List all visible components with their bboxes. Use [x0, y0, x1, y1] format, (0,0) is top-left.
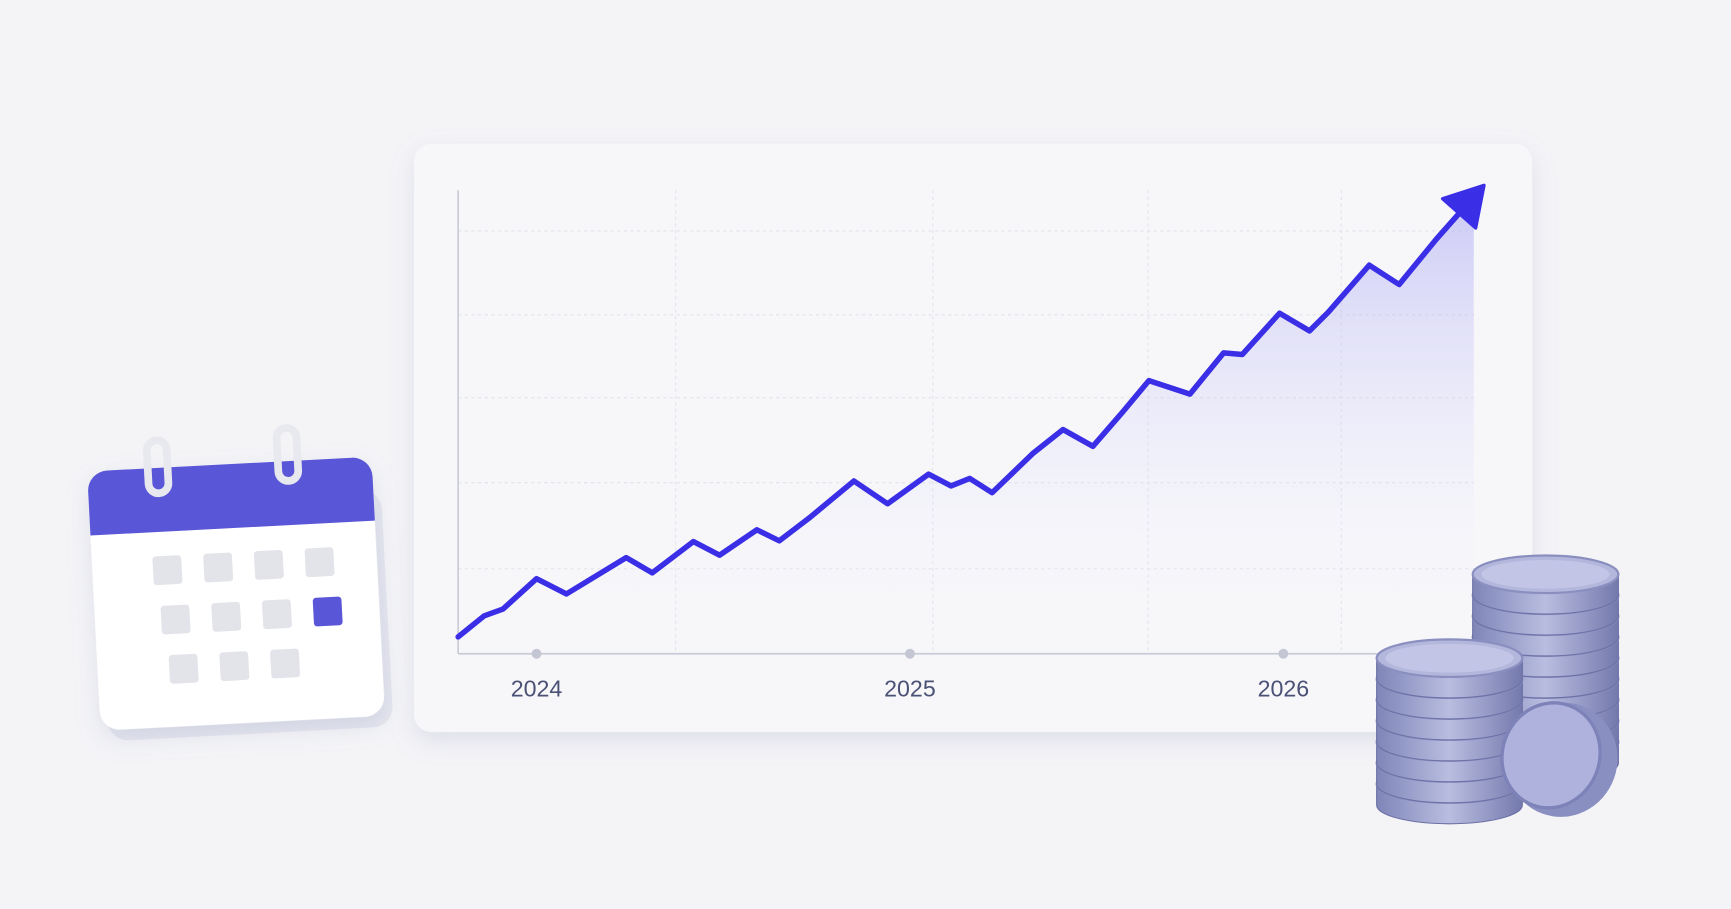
- plot: 2024 2025 2026: [455, 183, 1486, 701]
- coins: [1375, 554, 1620, 825]
- calendar-days: [152, 547, 343, 684]
- line: [455, 194, 1477, 640]
- calendar-ring: [142, 436, 173, 498]
- coin-standing-face: [1500, 701, 1602, 810]
- calendar-header: [88, 457, 375, 536]
- arrowhead: [1440, 183, 1486, 230]
- coin-face: [1481, 559, 1610, 589]
- calendar-ring: [272, 424, 303, 485]
- x-tick-label: 2024: [511, 675, 563, 701]
- area: [458, 196, 1474, 654]
- x-tick-label: 2025: [884, 675, 936, 701]
- coin-face: [1385, 643, 1514, 673]
- calendar: [88, 424, 393, 741]
- x-tick-label: 2026: [1258, 675, 1310, 701]
